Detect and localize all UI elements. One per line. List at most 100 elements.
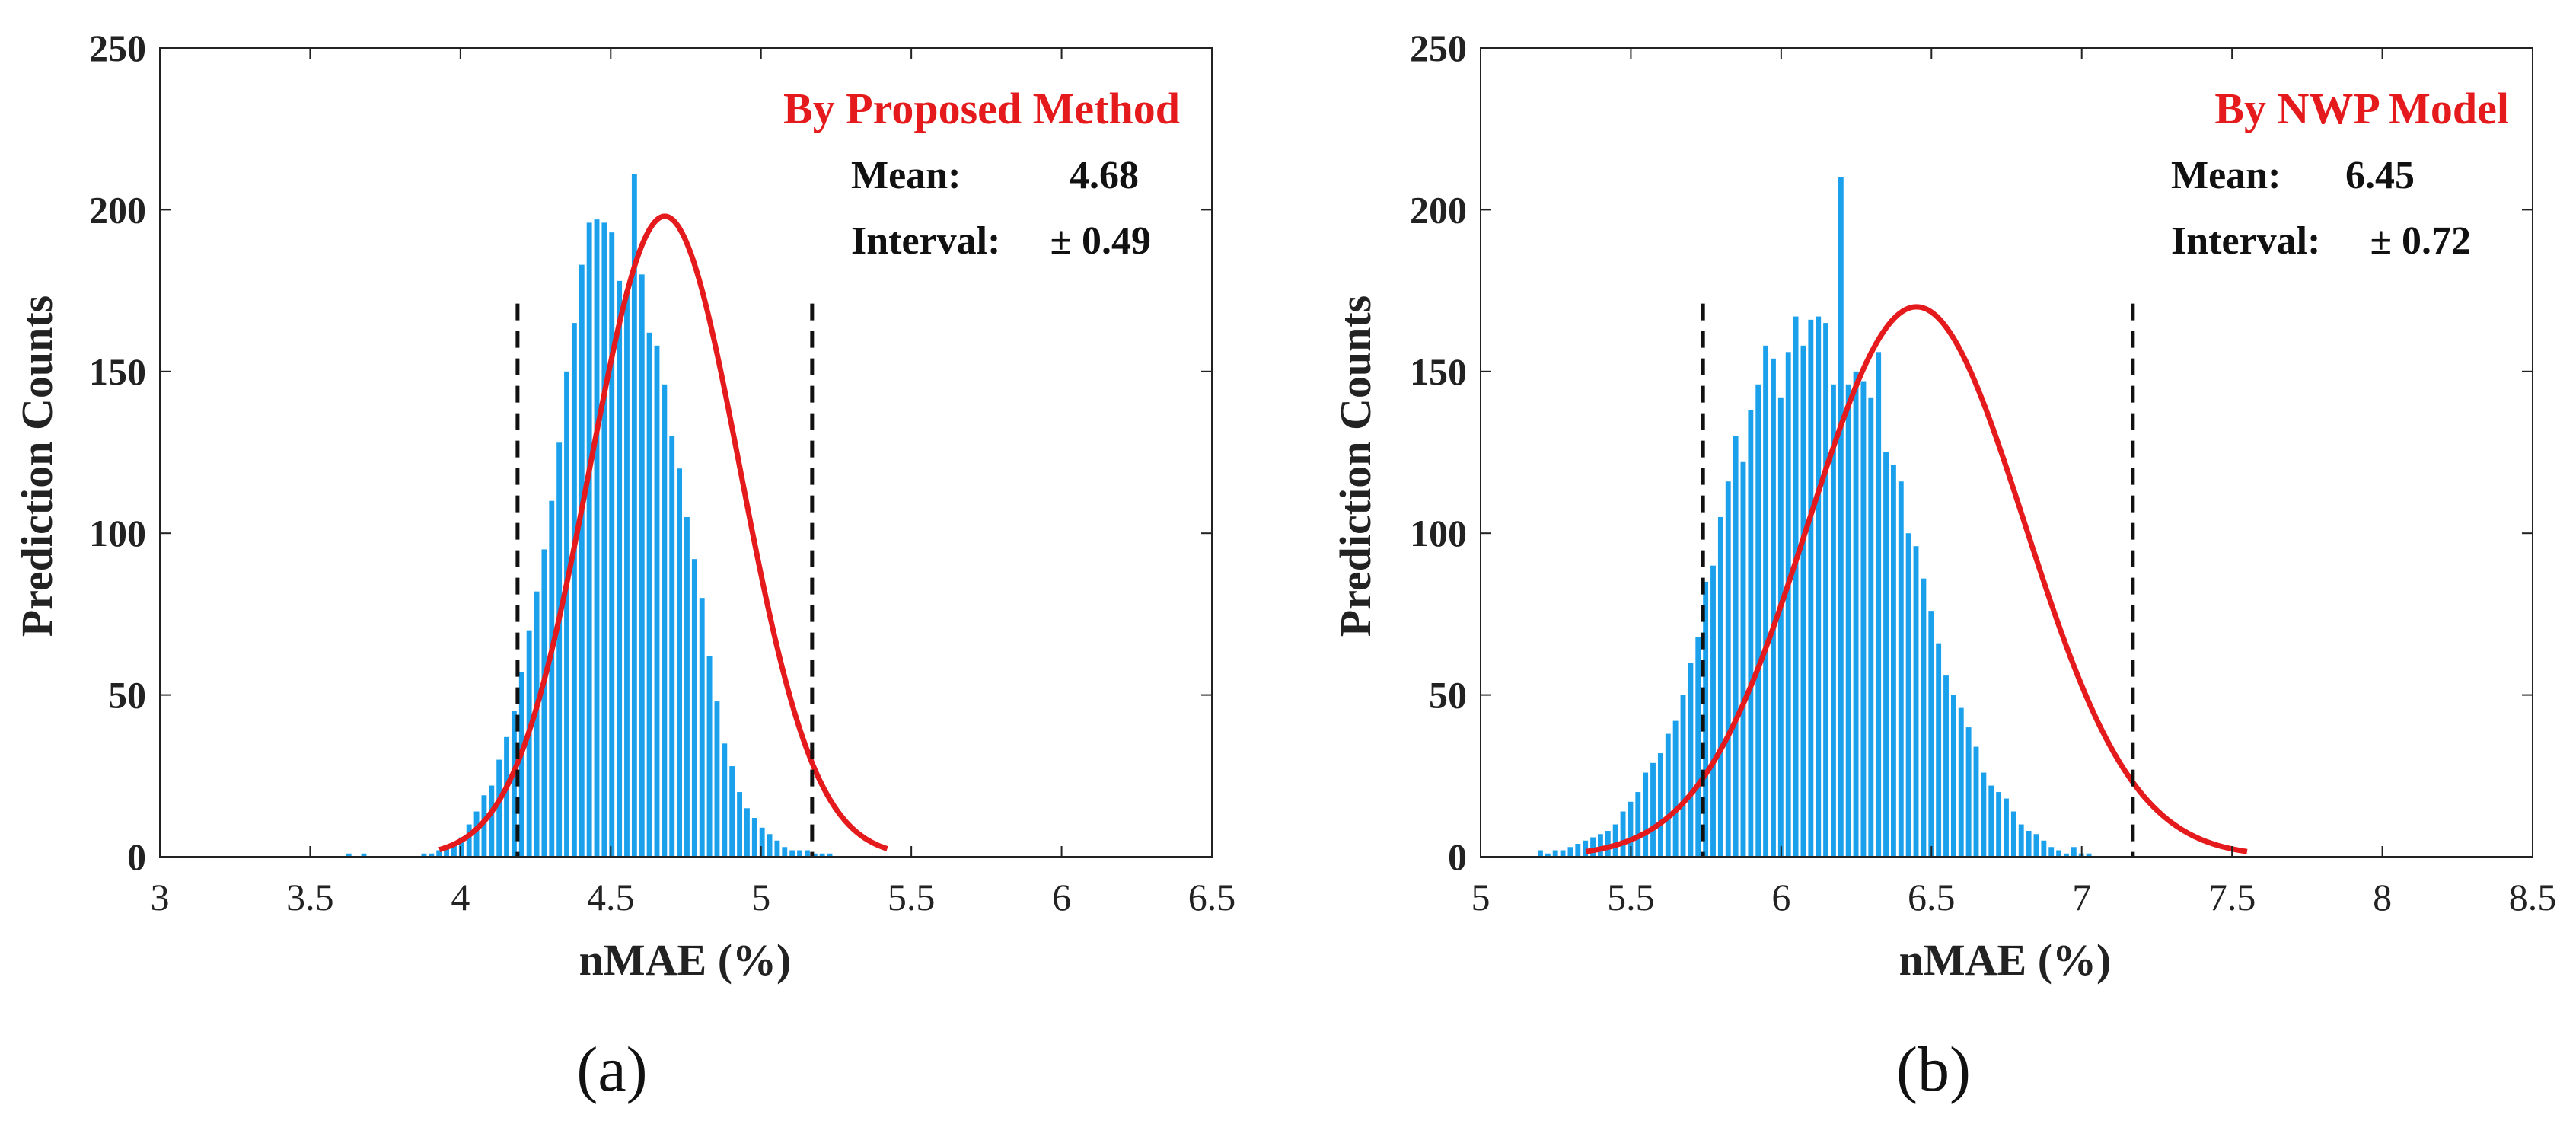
histogram-bar xyxy=(782,847,788,857)
histogram-bar xyxy=(811,853,818,857)
histogram-bar xyxy=(421,853,427,857)
x-tick-label: 4 xyxy=(451,876,470,918)
x-axis-label-b: nMAE (%) xyxy=(1899,935,2112,985)
histogram-bar xyxy=(579,264,585,857)
histogram-bar xyxy=(677,468,683,857)
x-tick-label: 8.5 xyxy=(2509,876,2557,918)
histogram-bar xyxy=(586,222,592,857)
histogram-bar xyxy=(1717,516,1723,857)
histogram-bar xyxy=(1635,792,1641,857)
histogram-bar xyxy=(804,850,810,857)
histogram-bar xyxy=(1597,834,1603,857)
histogram-bar xyxy=(714,701,720,857)
histogram-bar xyxy=(2010,811,2016,857)
y-tick-label: 100 xyxy=(89,512,146,554)
histogram-bar xyxy=(1688,663,1694,857)
histogram-bar xyxy=(429,853,435,857)
histogram-bar xyxy=(1883,452,1889,857)
histogram-bar xyxy=(729,766,735,857)
histogram-bar xyxy=(444,847,450,857)
histogram-bar xyxy=(706,656,713,857)
histogram-bar xyxy=(511,711,517,857)
normal-fit-curve xyxy=(1585,304,2248,854)
interval-value-b: ± 0.72 xyxy=(2370,219,2471,263)
histogram-bar xyxy=(1545,853,1551,857)
histogram-bar xyxy=(684,516,690,857)
histogram-bar xyxy=(2071,847,2077,857)
histogram-bar xyxy=(1816,316,1822,858)
histogram-bars-a xyxy=(346,174,833,858)
histogram-bar xyxy=(1590,837,1596,857)
normal-fit-curve xyxy=(438,213,888,853)
y-axis-label-a: Prediction Counts xyxy=(12,295,62,637)
histogram-bar xyxy=(473,811,480,857)
x-tick-label: 7 xyxy=(2072,876,2091,918)
histogram-bar xyxy=(691,559,697,857)
histogram-bar xyxy=(1680,695,1686,857)
histogram-bar xyxy=(662,384,668,857)
histogram-bar xyxy=(2064,853,2069,857)
histogram-bar xyxy=(481,795,487,857)
histogram-bar xyxy=(518,672,524,857)
histogram-bar xyxy=(1936,643,1942,857)
histogram-bar xyxy=(466,824,472,857)
y-tick-label: 250 xyxy=(89,27,146,69)
x-tick-label: 5 xyxy=(1471,876,1490,918)
histogram-bar xyxy=(2033,834,2039,857)
histogram-bars-b xyxy=(1538,177,2092,858)
histogram-bar xyxy=(1755,384,1761,857)
interval-label-a: Interval: xyxy=(851,219,1000,263)
histogram-bar xyxy=(451,844,457,857)
histogram-bar xyxy=(1628,801,1634,857)
histogram-bar xyxy=(1943,675,1949,857)
histogram-bar xyxy=(1905,533,1911,857)
histogram-bar xyxy=(1831,384,1836,857)
histogram-bar xyxy=(489,785,495,857)
histogram-bar xyxy=(1552,850,1558,857)
histogram-bar xyxy=(564,371,569,857)
histogram-bar xyxy=(541,549,547,857)
x-axis-label-a: nMAE (%) xyxy=(579,935,792,985)
histogram-bar xyxy=(1958,707,1964,857)
histogram-bar xyxy=(617,280,623,857)
x-tick-label: 3.5 xyxy=(286,876,334,918)
histogram-bar xyxy=(1733,436,1739,857)
histogram-bar xyxy=(346,853,352,857)
mean-value-a: 4.68 xyxy=(1070,154,1139,197)
normal-fit-b xyxy=(1585,304,2248,854)
histogram-bar xyxy=(601,222,607,857)
histogram-bar xyxy=(2018,824,2024,857)
histogram-bar xyxy=(1575,844,1581,857)
x-tick-label: 6 xyxy=(1771,876,1790,918)
histogram-bar xyxy=(526,630,532,857)
histogram-bar xyxy=(1988,785,1994,857)
histogram-bar xyxy=(1973,746,1979,857)
histogram-bar xyxy=(1703,581,1709,857)
histogram-bar xyxy=(1965,727,1972,857)
histogram-bar xyxy=(631,174,637,858)
histogram-bar xyxy=(549,500,555,857)
chart-title-a: By Proposed Method xyxy=(783,84,1180,133)
y-tick-label: 100 xyxy=(1410,512,1467,554)
panel-b: 5 5.5 6 6.5 7 7.5 8 8.5 0 50 100 150 200 250 By NWP … xyxy=(1331,27,2556,1105)
histogram-bar xyxy=(819,853,825,857)
chart-title-b: By NWP Model xyxy=(2214,84,2509,133)
x-axis-a: 3 3.5 4 4.5 5 5.5 6 6.5 xyxy=(151,48,1235,918)
x-tick-label: 5.5 xyxy=(1607,876,1655,918)
y-tick-label: 150 xyxy=(89,350,146,393)
x-tick-label: 7.5 xyxy=(2208,876,2256,918)
histogram-bar xyxy=(1913,546,1919,857)
histogram-bar xyxy=(534,591,540,857)
subplot-label-a: (a) xyxy=(576,1034,647,1105)
histogram-bar xyxy=(2086,853,2092,857)
histogram-bar xyxy=(1650,762,1656,857)
histogram-bar xyxy=(556,442,563,857)
histogram-bar xyxy=(1612,824,1618,857)
histogram-bar xyxy=(1981,772,1987,857)
histogram-bar xyxy=(1665,733,1671,857)
histogram-bar xyxy=(1853,371,1859,857)
histogram-bar xyxy=(767,834,773,857)
x-tick-label: 6.5 xyxy=(1908,876,1956,918)
histogram-bar xyxy=(1771,358,1776,857)
x-tick-label: 6 xyxy=(1052,876,1071,918)
